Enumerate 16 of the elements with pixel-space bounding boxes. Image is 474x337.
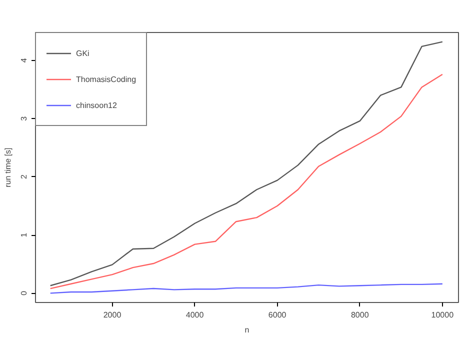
x-tick-label: 4000: [186, 310, 204, 320]
line-series: [50, 283, 444, 294]
x-tick-label: 10000: [431, 310, 454, 320]
y-tick-label: 0: [20, 290, 28, 296]
x-tick-label: 6000: [268, 310, 287, 320]
legend-label: GKi: [76, 48, 90, 58]
y-tick-label: 2: [20, 174, 28, 180]
y-axis-title: run time [s]: [4, 148, 12, 188]
x-tick-label: 2000: [103, 310, 122, 320]
y-tick-label: 4: [20, 58, 28, 63]
x-axis-title: n: [244, 326, 250, 334]
y-tick-label: 3: [20, 116, 28, 121]
legend-label: ThomasisCoding: [76, 74, 136, 84]
legend-label: chinsoon12: [76, 100, 117, 110]
y-tick-label: 1: [20, 232, 28, 238]
x-tick-label: 8000: [350, 310, 370, 320]
